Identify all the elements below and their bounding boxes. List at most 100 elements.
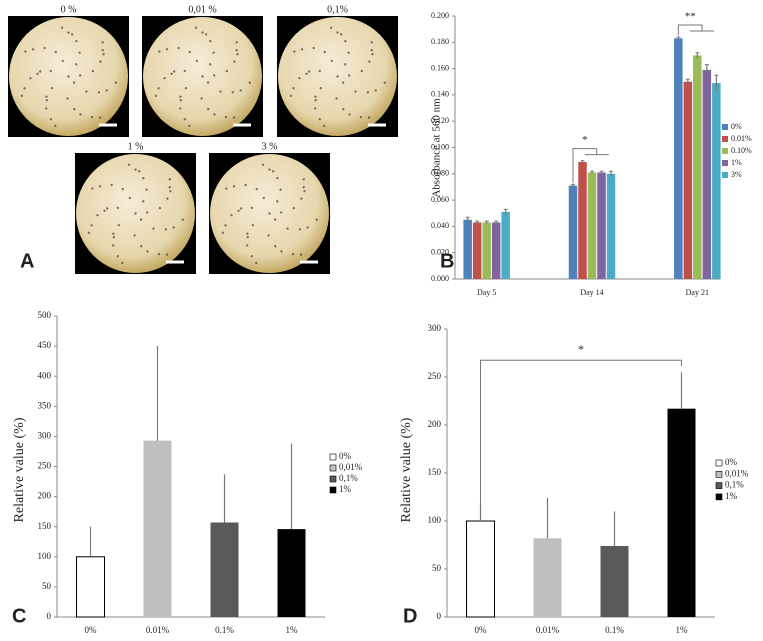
- cell-speck: [268, 212, 271, 215]
- legend-label: 0%: [731, 122, 742, 131]
- image-label: 0,01 %: [188, 4, 216, 15]
- cell-speck: [276, 200, 279, 203]
- cell-speck: [368, 60, 371, 63]
- y-tick-label: 0.160: [431, 63, 449, 72]
- cell-speck: [43, 46, 46, 50]
- cell-speck: [342, 107, 345, 111]
- cell-speck: [237, 209, 240, 212]
- cell-speck: [225, 69, 229, 73]
- y-tick-label: 0.200: [431, 11, 449, 20]
- cell-speck: [117, 223, 121, 227]
- cell-speck: [366, 91, 370, 94]
- cell-speck: [232, 185, 236, 188]
- cell-speck: [204, 33, 208, 36]
- legend-label: 1%: [339, 484, 352, 494]
- y-tick-label: 0.100: [431, 142, 449, 151]
- cell-speck: [383, 81, 386, 84]
- cell-speck: [61, 59, 65, 63]
- legend-label: 0,1%: [725, 480, 744, 490]
- cell-speck: [96, 213, 99, 217]
- y-tick-label: 50: [42, 581, 52, 591]
- y-tick-label: 300: [38, 430, 52, 440]
- y-tick-label: 400: [38, 370, 52, 380]
- bar: [597, 172, 606, 279]
- cell-speck: [142, 176, 145, 180]
- cell-speck: [246, 236, 249, 239]
- x-tick-label: 0%: [475, 625, 488, 635]
- legend-label: 1%: [725, 491, 738, 501]
- cell-speck: [374, 89, 377, 92]
- cell-speck: [49, 69, 52, 73]
- y-tick-label: 0.060: [431, 195, 449, 204]
- cell-speck: [105, 207, 109, 210]
- cell-speck: [359, 115, 363, 119]
- cell-speck: [165, 48, 169, 51]
- legend-label: 0,01%: [725, 468, 749, 478]
- y-tick-label: 0.180: [431, 37, 449, 46]
- bar: [463, 219, 472, 279]
- legend-swatch: [722, 124, 728, 130]
- cell-speck: [209, 63, 212, 66]
- cell-speck: [112, 232, 115, 235]
- y-tick-label: 300: [428, 323, 442, 333]
- legend-label: 0,01%: [339, 462, 363, 472]
- annotation: **: [685, 11, 696, 23]
- y-tick-label: 0.120: [431, 116, 449, 125]
- y-tick-label: 0: [47, 611, 52, 621]
- cell-speck: [225, 187, 228, 190]
- bar: [683, 81, 693, 279]
- cell-speck: [128, 196, 132, 200]
- cell-speck: [367, 116, 371, 119]
- cell-speck: [114, 81, 117, 84]
- cell-speck: [97, 91, 101, 94]
- cell-speck: [291, 252, 295, 256]
- cell-speck: [73, 107, 76, 111]
- y-tick-label: 50: [432, 563, 442, 573]
- cell-speck: [336, 31, 339, 34]
- bar: [277, 529, 306, 617]
- cell-speck: [268, 168, 271, 171]
- panel-label: C: [12, 605, 26, 627]
- bar: [712, 83, 721, 279]
- cell-speck: [163, 76, 166, 80]
- cell-speck: [146, 250, 149, 253]
- y-tick-label: 0.040: [431, 221, 449, 230]
- cell-speck: [45, 99, 48, 102]
- cell-speck: [344, 63, 347, 66]
- bar: [472, 222, 482, 279]
- cell-speck: [20, 94, 24, 98]
- cell-speck: [75, 63, 78, 66]
- cell-speck: [314, 95, 317, 98]
- cell-speck: [99, 60, 102, 63]
- y-tick-label: 500: [38, 310, 52, 320]
- cell-speck: [209, 39, 212, 43]
- cell-speck: [78, 51, 81, 54]
- cell-speck: [315, 218, 318, 221]
- cell-speck: [300, 48, 304, 51]
- cell-speck: [339, 33, 343, 36]
- cell-speck: [188, 50, 191, 54]
- cell-speck: [169, 189, 172, 193]
- cell-speck: [45, 95, 48, 98]
- cell-speck: [262, 196, 266, 200]
- legend-label: 0,1%: [339, 473, 358, 483]
- cell-speck: [336, 75, 339, 78]
- cell-speck: [370, 49, 373, 52]
- cell-speck: [98, 185, 102, 188]
- cell-speck: [98, 116, 102, 119]
- cell-speck: [206, 81, 210, 84]
- cell-speck: [289, 94, 293, 98]
- cell-speck: [300, 197, 303, 200]
- cell-speck: [239, 207, 243, 210]
- cell-speck: [145, 211, 149, 214]
- cell-speck: [78, 74, 82, 77]
- y-axis-label: Absorbance at 560 nm: [431, 98, 443, 198]
- cell-speck: [318, 117, 322, 121]
- cell-speck: [273, 218, 277, 221]
- bar: [667, 408, 696, 617]
- cell-speck: [101, 49, 104, 52]
- bar: [568, 185, 578, 279]
- cell-speck: [177, 46, 180, 50]
- bar: [466, 520, 495, 618]
- x-tick-label: 0%: [85, 625, 98, 635]
